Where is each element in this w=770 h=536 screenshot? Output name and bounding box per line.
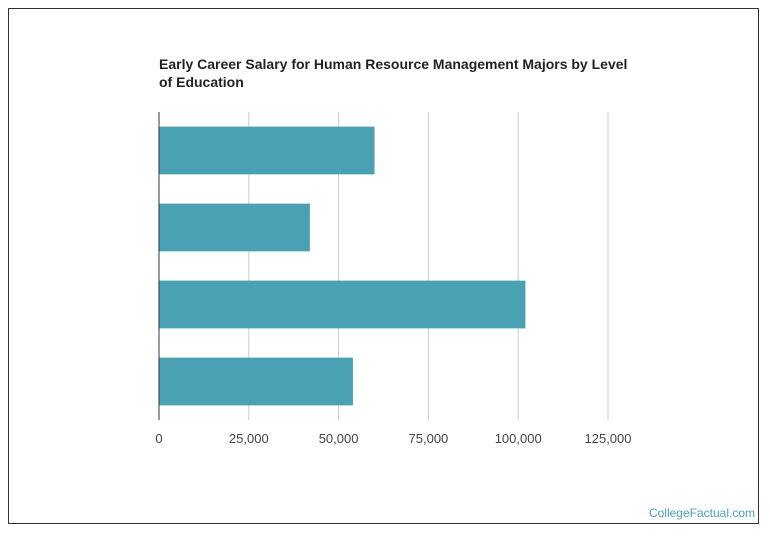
x-tick-label: 125,000 xyxy=(585,431,632,446)
x-tick-label: 75,000 xyxy=(409,431,449,446)
bars xyxy=(159,126,526,406)
chart-frame xyxy=(8,8,759,524)
x-tick-label: 25,000 xyxy=(229,431,269,446)
bar xyxy=(159,203,310,252)
bar xyxy=(159,357,353,406)
x-tick-label: 0 xyxy=(155,431,162,446)
bar xyxy=(159,126,375,175)
x-tick-label: 50,000 xyxy=(319,431,359,446)
x-tick-label: 100,000 xyxy=(495,431,542,446)
x-axis-tick-labels: 0 25,000 50,000 75,000 100,000 125,000 xyxy=(155,431,631,446)
chart-title: Early Career Salary for Human Resource M… xyxy=(159,56,628,90)
bar xyxy=(159,280,526,329)
watermark: CollegeFactual.com xyxy=(648,506,755,520)
